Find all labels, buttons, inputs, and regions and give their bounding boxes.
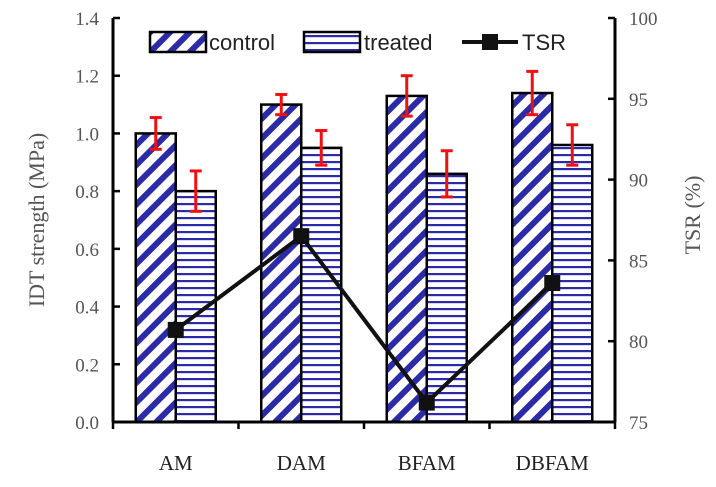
legend-label-treated: treated [364, 30, 433, 55]
y2-tick-label-90: 90 [629, 171, 648, 192]
y2-tick-label-100: 100 [629, 9, 658, 30]
x-tick-label-DAM: DAM [277, 451, 326, 475]
x-tick-label-DBFAM: DBFAM [516, 451, 589, 475]
legend-swatch-control [148, 30, 208, 54]
error-bar-control-DBFAM [526, 69, 539, 117]
bar-control-DBFAM [511, 91, 554, 424]
y-tick-label-0.4: 0.4 [75, 298, 99, 319]
error-bar-treated-DAM [315, 129, 328, 167]
error-bar-control-BFAM [400, 74, 413, 118]
y-tick-label-1.4: 1.4 [75, 9, 99, 30]
y-tick-label-0.6: 0.6 [75, 240, 99, 261]
y-tick-label-0.8: 0.8 [75, 182, 99, 203]
tsr-point-BFAM [418, 394, 435, 411]
legend-swatch-treated [302, 30, 362, 54]
bar-control-AM [134, 132, 177, 424]
tsr-series-line [174, 233, 554, 406]
tsr-point-AM [167, 321, 184, 338]
bars-layer [134, 91, 594, 424]
bar-treated-BFAM [425, 172, 468, 424]
legend: control treated TSR [148, 30, 566, 55]
y2-tick-label-85: 85 [629, 251, 648, 272]
bar-treated-DAM [300, 146, 343, 424]
y2-axis-title: TSR (%) [680, 176, 705, 255]
legend-marker-tsr [482, 34, 498, 50]
tsr-line-layer [167, 228, 561, 411]
error-bars-layer [149, 69, 579, 213]
tsr-point-DBFAM [544, 275, 561, 292]
error-bar-control-AM [149, 116, 162, 151]
legend-label-tsr: TSR [522, 30, 566, 55]
y-tick-label-0.2: 0.2 [75, 355, 99, 376]
y-tick-label-0.0: 0.0 [75, 413, 99, 434]
error-bar-treated-DBFAM [566, 123, 579, 167]
tick-labels-layer: AM DAM BFAM DBFAM 0.0 0.2 0.4 0.6 0.8 1.0 1.2 1.4 75… [75, 9, 657, 475]
y-tick-label-1.2: 1.2 [75, 67, 99, 88]
y-axis-title: IDT strength (MPa) [24, 133, 49, 307]
y2-tick-label-80: 80 [629, 332, 648, 353]
ticks-layer [111, 16, 617, 429]
y2-tick-label-75: 75 [629, 413, 648, 434]
error-bar-treated-AM [189, 169, 202, 213]
legend-label-control: control [209, 30, 275, 55]
y2-tick-label-95: 95 [629, 90, 648, 111]
x-tick-label-AM: AM [159, 451, 193, 475]
x-tick-label-BFAM: BFAM [398, 451, 456, 475]
tsr-point-DAM [293, 228, 310, 245]
error-bar-treated-BFAM [440, 149, 453, 199]
y-tick-label-1.0: 1.0 [75, 124, 99, 145]
error-bar-control-DAM [275, 92, 288, 117]
